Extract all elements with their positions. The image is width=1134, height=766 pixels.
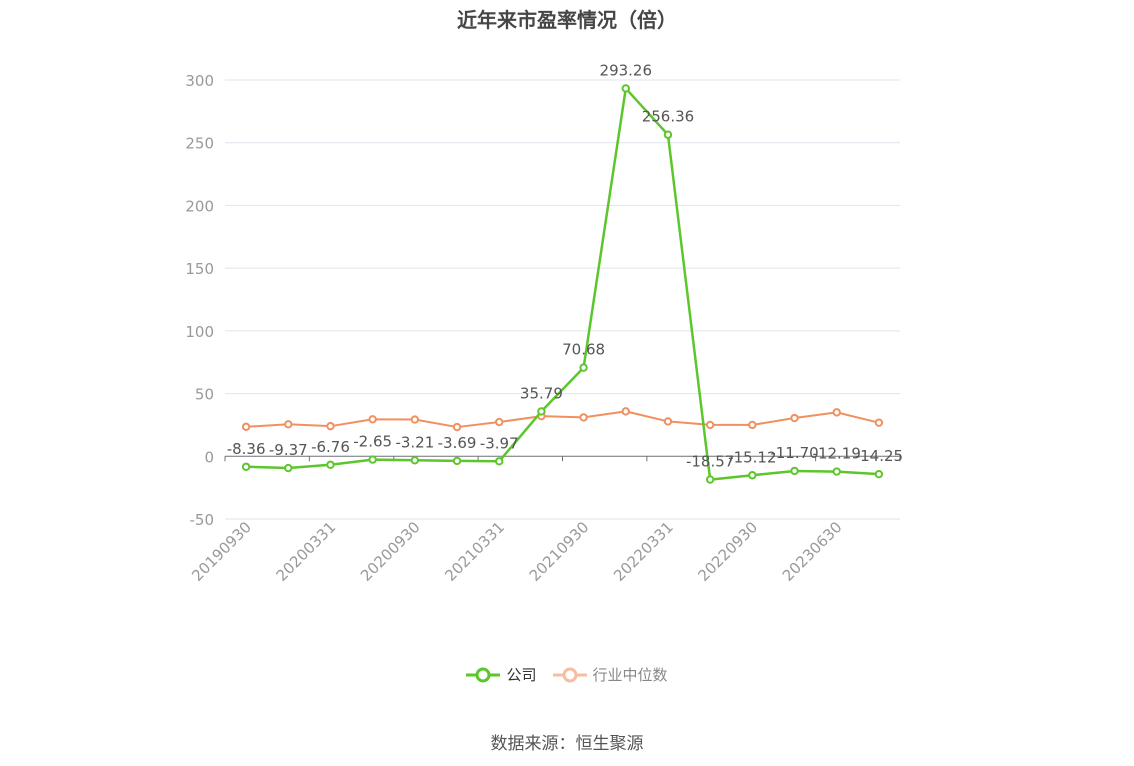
company-point (832, 467, 841, 476)
company-data-label: -8.36 (227, 440, 266, 458)
company-point (705, 475, 715, 484)
legend-item-industry-median[interactable]: 行业中位数 (552, 664, 668, 685)
industry-series-line (246, 410, 880, 429)
legend-company-marker-icon (466, 667, 501, 682)
company-point (621, 84, 630, 93)
company-data-label: -15.12 (728, 448, 776, 466)
company-point (663, 130, 673, 139)
legend-label-company: 公司 (506, 666, 537, 684)
industry-point (410, 415, 420, 424)
company-data-label: -11.70 (770, 444, 818, 462)
data-label-layer: -8.36 -9.37 -6.76 -2.65 -3.21 -3.69 -3.97 35.79… (227, 61, 903, 470)
company-series-line (246, 87, 879, 481)
company-data-label: -12.19 (813, 445, 861, 463)
chart-title: 近年来市盈率情况（倍） (457, 8, 677, 32)
company-data-label: -2.65 (353, 433, 392, 451)
x-tick-label: 20210331 (441, 518, 508, 585)
series-layer (241, 84, 884, 484)
industry-point (241, 422, 251, 432)
company-point (790, 466, 799, 476)
x-tick-label: 20220331 (610, 518, 677, 585)
industry-point (663, 417, 673, 426)
industry-point (748, 420, 757, 430)
legend: 公司 行业中位数 (0, 664, 1134, 685)
legend-label-industry-median: 行业中位数 (592, 666, 668, 684)
y-tick-label: -50 (190, 511, 215, 529)
company-data-label: -6.76 (311, 438, 350, 456)
industry-point (284, 420, 293, 429)
company-point (874, 469, 884, 479)
y-tick-label: 250 (185, 135, 214, 153)
legend-industry-marker-icon (552, 667, 587, 682)
company-point (495, 457, 504, 466)
y-tick-label: 300 (185, 72, 214, 90)
company-point (284, 463, 293, 473)
company-point (368, 455, 377, 464)
x-tick-label: 20200930 (357, 518, 424, 585)
company-data-label: -3.97 (480, 434, 519, 452)
industry-point (705, 420, 715, 430)
industry-point (579, 413, 588, 422)
y-tick-label: 150 (185, 260, 214, 278)
company-data-label: -3.21 (395, 433, 434, 451)
x-tick-label: 20230630 (779, 518, 846, 585)
industry-point (874, 418, 884, 427)
company-point (748, 471, 757, 480)
company-data-label: -14.25 (855, 447, 903, 465)
company-point (326, 460, 335, 469)
company-point (452, 456, 462, 466)
company-data-label: -9.37 (269, 441, 308, 459)
company-point (410, 456, 420, 465)
industry-point (495, 417, 504, 427)
x-tick-label: 20210930 (526, 518, 593, 585)
company-data-label: 293.26 (600, 61, 653, 79)
x-tick-label: 20200331 (273, 518, 340, 585)
company-data-label: -3.69 (438, 434, 477, 452)
grid-layer (225, 79, 900, 520)
industry-point (326, 421, 335, 431)
y-tick-label: 0 (204, 448, 214, 466)
company-data-label: -18.57 (686, 453, 734, 471)
company-point (241, 462, 251, 471)
x-tick-label: 20220930 (694, 518, 761, 585)
industry-point (790, 413, 799, 423)
industry-point (452, 422, 462, 432)
company-data-label: 70.68 (562, 341, 605, 359)
industry-point (368, 415, 377, 424)
company-data-label: 35.79 (520, 384, 563, 402)
y-tick-label: 200 (185, 197, 214, 215)
y-tick-label: 50 (195, 386, 214, 404)
data-source: 数据来源：恒生聚源 (490, 734, 644, 754)
company-point (537, 407, 546, 416)
legend-item-company[interactable]: 公司 (466, 664, 537, 685)
industry-point (621, 407, 630, 416)
company-point (579, 363, 588, 372)
industry-point (832, 408, 841, 417)
company-data-label: 256.36 (642, 108, 695, 126)
y-tick-label: 100 (185, 323, 214, 341)
